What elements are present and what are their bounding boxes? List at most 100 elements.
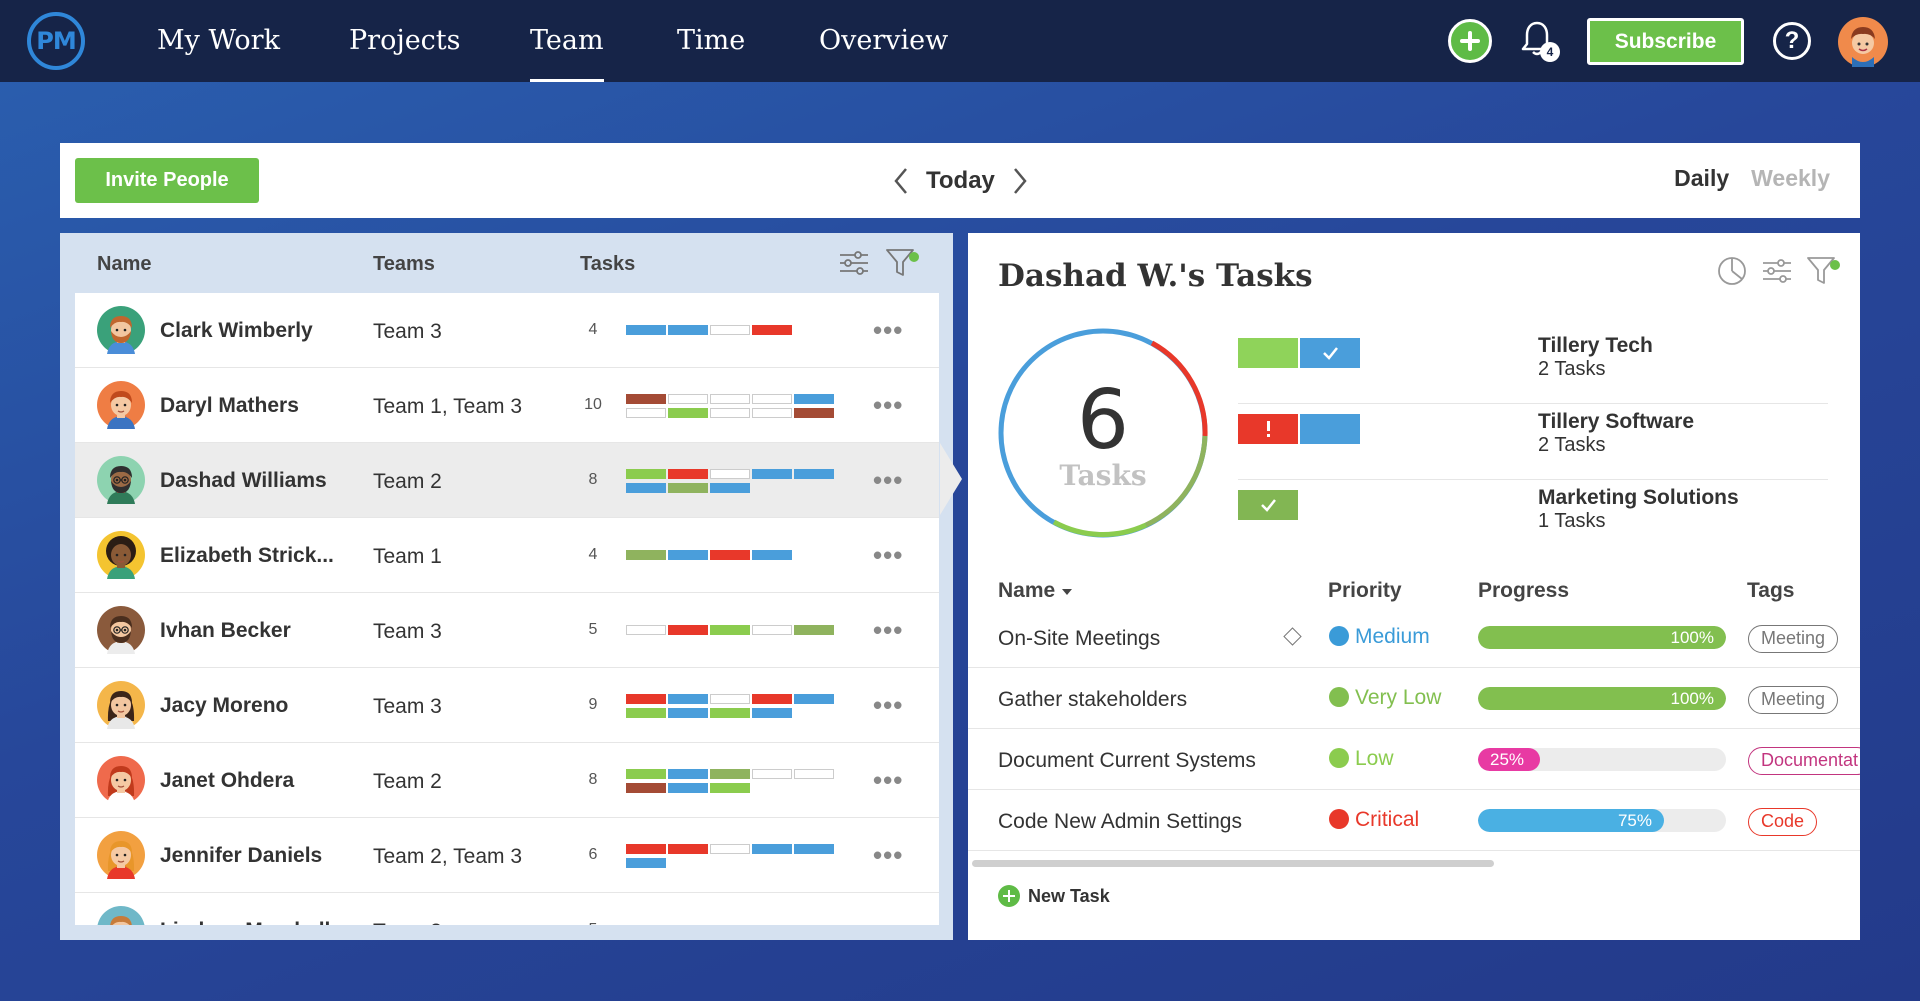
task-bar-segment[interactable]: [794, 769, 834, 779]
task-tile[interactable]: [1300, 414, 1360, 444]
task-bar-segment[interactable]: [752, 394, 792, 404]
more-options-icon[interactable]: •••: [873, 765, 904, 795]
task-bar-segment[interactable]: [626, 694, 666, 704]
nav-projects[interactable]: Projects: [349, 25, 461, 56]
task-name[interactable]: On-Site Meetings: [998, 627, 1161, 650]
progress-column-header[interactable]: Progress: [1478, 579, 1570, 602]
task-bar-segment[interactable]: [626, 858, 666, 868]
member-name[interactable]: Dashad Williams: [160, 469, 327, 492]
task-bar-segment[interactable]: [752, 769, 792, 779]
settings-sliders-icon[interactable]: [838, 247, 870, 279]
task-bar-segment[interactable]: [752, 408, 792, 418]
task-bar-segment[interactable]: [794, 469, 834, 479]
project-row[interactable]: Tillery Software 2 Tasks: [1238, 404, 1828, 480]
team-member-row[interactable]: Elizabeth Strick... Team 1 4 •••: [75, 518, 939, 593]
task-bar-segment[interactable]: [668, 550, 708, 560]
task-bar-segment[interactable]: [668, 769, 708, 779]
progress-bar[interactable]: 75%: [1478, 809, 1726, 832]
priority-column-header[interactable]: Priority: [1328, 579, 1402, 602]
task-row[interactable]: Code New Admin Settings Critical 75% Code: [968, 790, 1860, 851]
task-bar-segment[interactable]: [710, 783, 750, 793]
task-priority[interactable]: Critical: [1329, 808, 1419, 832]
more-options-icon[interactable]: •••: [873, 615, 904, 645]
member-name[interactable]: Clark Wimberly: [160, 319, 313, 342]
team-member-row[interactable]: Janet Ohdera Team 2 8 •••: [75, 743, 939, 818]
more-options-icon[interactable]: •••: [873, 465, 904, 495]
task-tile[interactable]: [1238, 338, 1298, 368]
task-bar-segment[interactable]: [668, 625, 708, 635]
chevron-right-icon[interactable]: [1009, 163, 1031, 199]
milestone-diamond-icon[interactable]: [1283, 627, 1302, 646]
task-bar-segment[interactable]: [752, 694, 792, 704]
more-options-icon[interactable]: •••: [873, 540, 904, 570]
member-name[interactable]: Jennifer Daniels: [160, 844, 323, 867]
member-name[interactable]: Daryl Mathers: [160, 394, 299, 417]
nav-time[interactable]: Time: [677, 25, 746, 56]
member-name[interactable]: Jacy Moreno: [160, 694, 289, 717]
task-priority[interactable]: Medium: [1329, 625, 1430, 649]
more-options-icon[interactable]: •••: [873, 390, 904, 420]
task-bar-segment[interactable]: [626, 769, 666, 779]
task-bar-segment[interactable]: [752, 625, 792, 635]
team-member-row[interactable]: Ivhan Becker Team 3 5 •••: [75, 593, 939, 668]
task-bar-segment[interactable]: [752, 469, 792, 479]
task-bar-segment[interactable]: [668, 844, 708, 854]
task-bar-segment[interactable]: [626, 325, 666, 335]
task-bar-segment[interactable]: [794, 625, 834, 635]
task-tile-complete[interactable]: [1300, 338, 1360, 368]
task-name[interactable]: Gather stakeholders: [998, 688, 1188, 711]
subscribe-button[interactable]: Subscribe: [1587, 18, 1744, 65]
member-name[interactable]: Janet Ohdera: [160, 769, 295, 792]
task-bar-segment[interactable]: [668, 394, 708, 404]
more-options-icon[interactable]: •••: [873, 840, 904, 870]
task-bar-segment[interactable]: [794, 694, 834, 704]
task-bar-segment[interactable]: [710, 708, 750, 718]
task-bar-segment[interactable]: [752, 550, 792, 560]
progress-bar[interactable]: 100%: [1478, 687, 1726, 710]
task-tile-complete[interactable]: [1238, 490, 1298, 520]
weekly-view-tab[interactable]: Weekly: [1751, 165, 1830, 191]
task-bar-segment[interactable]: [752, 325, 792, 335]
task-bar-segment[interactable]: [752, 844, 792, 854]
settings-sliders-icon[interactable]: [1761, 255, 1793, 287]
task-bar-segment[interactable]: [752, 708, 792, 718]
add-plus-icon[interactable]: [1448, 19, 1492, 63]
member-name[interactable]: Lindsay Marshall: [160, 919, 330, 925]
task-bar-segment[interactable]: [710, 550, 750, 560]
more-options-icon[interactable]: •••: [873, 690, 904, 720]
nav-team[interactable]: Team: [530, 0, 604, 82]
task-row[interactable]: Document Current Systems Low 25% Documentat: [968, 729, 1860, 790]
team-member-row[interactable]: Dashad Williams Team 2 8 •••: [75, 443, 939, 518]
help-icon[interactable]: ?: [1773, 22, 1811, 60]
more-options-icon[interactable]: •••: [873, 915, 903, 925]
task-bar-segment[interactable]: [710, 844, 750, 854]
nav-my-work[interactable]: My Work: [157, 25, 280, 56]
nav-overview[interactable]: Overview: [819, 25, 949, 56]
task-bar-segment[interactable]: [710, 483, 750, 493]
task-bar-segment[interactable]: [626, 394, 666, 404]
task-bar-segment[interactable]: [668, 694, 708, 704]
task-bar-segment[interactable]: [710, 625, 750, 635]
progress-bar[interactable]: 25%: [1478, 748, 1726, 771]
filter-icon[interactable]: [1806, 255, 1842, 287]
user-avatar[interactable]: [1838, 17, 1888, 67]
member-name[interactable]: Ivhan Becker: [160, 619, 291, 642]
task-bar-segment[interactable]: [626, 783, 666, 793]
team-member-row[interactable]: Jacy Moreno Team 3 9 •••: [75, 668, 939, 743]
task-bar-segment[interactable]: [668, 483, 708, 493]
horizontal-scrollbar[interactable]: [972, 860, 1494, 867]
tags-column-header[interactable]: Tags: [1747, 579, 1795, 602]
task-bar-segment[interactable]: [626, 483, 666, 493]
task-bar-segment[interactable]: [626, 550, 666, 560]
task-bar-segment[interactable]: [794, 844, 834, 854]
task-row[interactable]: On-Site Meetings Medium 100% Meeting: [968, 607, 1860, 668]
progress-bar[interactable]: 100%: [1478, 626, 1726, 649]
task-row[interactable]: Gather stakeholders Very Low 100% Meeting: [968, 668, 1860, 729]
chevron-left-icon[interactable]: [890, 163, 912, 199]
more-options-icon[interactable]: •••: [873, 315, 904, 345]
pie-chart-icon[interactable]: [1716, 255, 1748, 287]
task-priority[interactable]: Low: [1329, 747, 1394, 771]
member-name[interactable]: Elizabeth Strick...: [160, 544, 334, 567]
invite-people-button[interactable]: Invite People: [75, 158, 259, 203]
task-bar-segment[interactable]: [668, 408, 708, 418]
